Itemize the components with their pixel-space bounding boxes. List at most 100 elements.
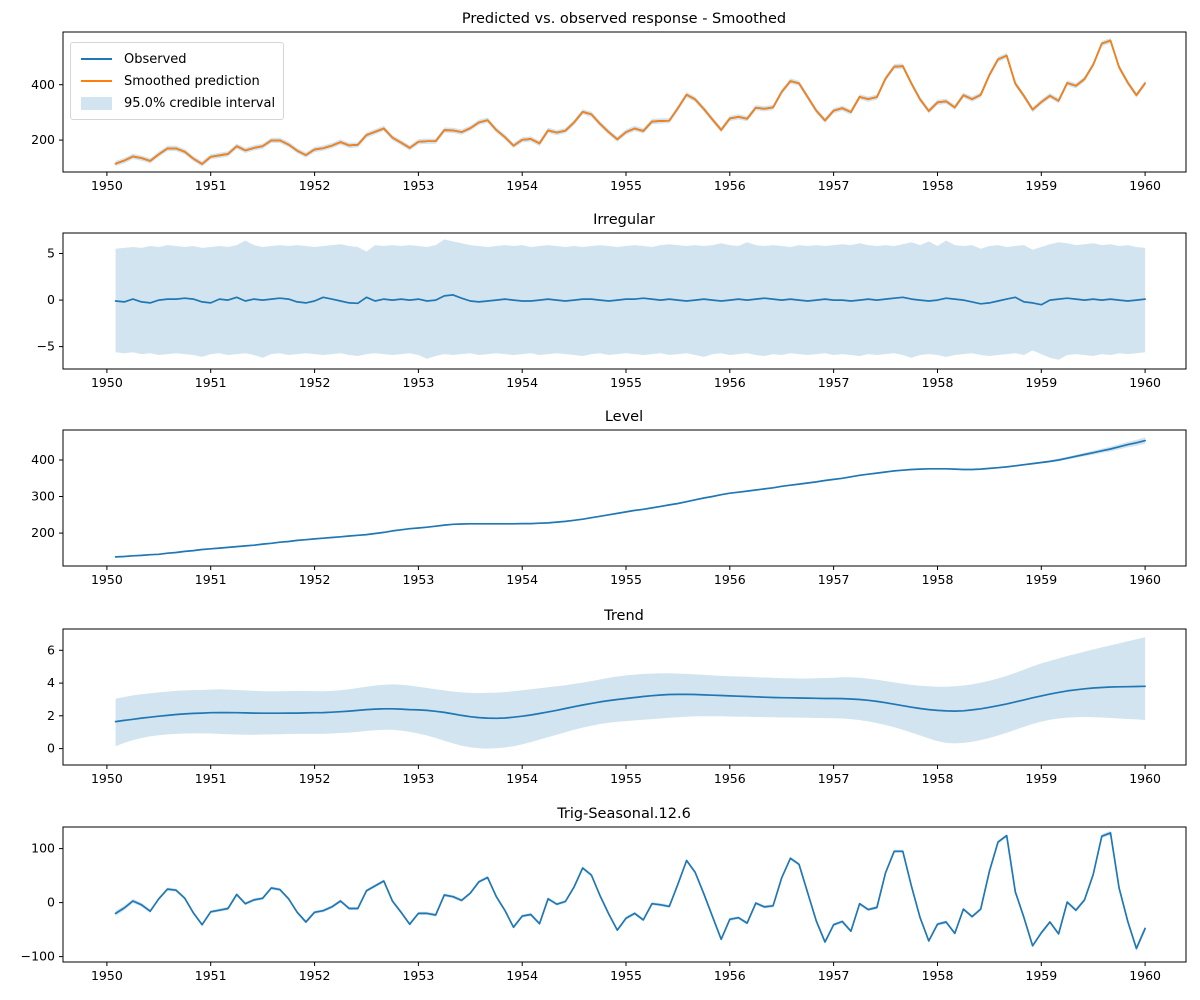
y-tick-label: 5 (47, 246, 55, 261)
axes-frame (62, 826, 1187, 963)
x-tick-label: 1955 (610, 771, 642, 786)
x-tick-label: 1953 (402, 178, 434, 193)
x-tick-label: 1952 (299, 771, 331, 786)
x-tick-label: 1959 (1025, 178, 1057, 193)
legend-item-observed: Observed (71, 48, 283, 70)
x-tick-label: 1960 (1129, 572, 1161, 587)
x-tick-label: 1952 (299, 375, 331, 390)
x-tick-label: 1955 (610, 968, 642, 983)
x-tick-label: 1956 (714, 968, 746, 983)
x-tick-label: 1956 (714, 375, 746, 390)
series-line (114, 294, 1146, 306)
panel-title-trend: Trend (603, 608, 644, 624)
x-tick-label: 1950 (91, 771, 123, 786)
x-tick-label: 1950 (91, 572, 123, 587)
x-tick-label: 1950 (91, 178, 123, 193)
y-tick-label: 2 (47, 708, 55, 723)
credible-interval-band (115, 437, 1146, 558)
smoothed-line-swatch (81, 79, 112, 83)
x-tick-label: 1958 (922, 771, 954, 786)
legend-item-smoothed: Smoothed prediction (71, 70, 283, 92)
x-tick-label: 1952 (299, 178, 331, 193)
x-tick-label: 1954 (506, 968, 538, 983)
x-tick-label: 1960 (1129, 375, 1161, 390)
x-tick-label: 1952 (299, 572, 331, 587)
credible-interval-band (115, 637, 1146, 749)
y-tick-label: 0 (47, 292, 55, 307)
x-tick-label: 1955 (610, 178, 642, 193)
x-tick-label: 1953 (402, 771, 434, 786)
x-tick-label: 1955 (610, 572, 642, 587)
credible-interval-patch-swatch (81, 96, 112, 110)
series-line (114, 832, 1146, 950)
x-tick-label: 1954 (506, 771, 538, 786)
panel-title-level: Level (605, 409, 643, 425)
x-tick-label: 1954 (506, 572, 538, 587)
x-tick-label: 1957 (818, 771, 850, 786)
x-tick-label: 1954 (506, 375, 538, 390)
y-tick-label: 0 (47, 895, 55, 910)
x-tick-label: 1957 (818, 572, 850, 587)
x-tick-label: 1955 (610, 375, 642, 390)
x-tick-label: 1954 (506, 178, 538, 193)
y-tick-label: 400 (31, 77, 55, 92)
y-tick-label: 100 (31, 841, 55, 856)
series-line (114, 39, 1146, 165)
legend-label-smoothed: Smoothed prediction (124, 73, 260, 89)
y-tick-label: −100 (21, 949, 55, 964)
y-tick-label: 6 (47, 642, 55, 657)
panel-predicted-vs-observed: 1950 1951 1952 1953 1954 1955 1956 1957 1958 1959… (31, 31, 1187, 193)
legend-label-credible-interval: 95.0% credible interval (124, 95, 276, 111)
panel-title-seasonal: Trig-Seasonal.12.6 (556, 806, 691, 822)
x-tick-label: 1956 (714, 771, 746, 786)
panel-title-predicted: Predicted vs. observed response - Smooth… (462, 11, 786, 27)
y-tick-label: 200 (31, 132, 55, 147)
x-tick-label: 1957 (818, 178, 850, 193)
x-tick-label: 1958 (922, 375, 954, 390)
x-tick-label: 1958 (922, 968, 954, 983)
axes-frame (62, 232, 1187, 370)
x-tick-label: 1960 (1129, 178, 1161, 193)
x-tick-label: 1951 (195, 572, 227, 587)
x-tick-label: 1956 (714, 178, 746, 193)
credible-interval-band (115, 38, 1146, 167)
x-tick-label: 1951 (195, 178, 227, 193)
x-tick-label: 1957 (818, 375, 850, 390)
series-line (114, 439, 1146, 558)
panel-irregular: 1950 1951 1952 1953 1954 1955 1956 1957 1958 1959… (37, 232, 1187, 390)
y-tick-label: 4 (47, 675, 55, 690)
x-tick-label: 1950 (91, 375, 123, 390)
legend-item-credible-interval: 95.0% credible interval (71, 92, 283, 114)
x-tick-label: 1951 (195, 771, 227, 786)
y-tick-label: 300 (31, 489, 55, 504)
x-tick-label: 1956 (714, 572, 746, 587)
legend: Observed Smoothed prediction 95.0% credi… (70, 42, 284, 120)
x-tick-label: 1951 (195, 968, 227, 983)
y-tick-label: 400 (31, 452, 55, 467)
axes-frame (62, 31, 1187, 173)
x-tick-label: 1957 (818, 968, 850, 983)
x-tick-label: 1958 (922, 178, 954, 193)
x-tick-label: 1953 (402, 375, 434, 390)
x-tick-label: 1953 (402, 968, 434, 983)
axes-frame (62, 628, 1187, 766)
x-tick-label: 1959 (1025, 771, 1057, 786)
panel-trend: 1950 1951 1952 1953 1954 1955 1956 1957 1958 1959… (47, 628, 1187, 786)
x-tick-label: 1958 (922, 572, 954, 587)
x-tick-label: 1959 (1025, 572, 1057, 587)
axes-frame (62, 429, 1187, 567)
x-tick-label: 1959 (1025, 375, 1057, 390)
y-tick-label: 0 (47, 741, 55, 756)
x-tick-label: 1951 (195, 375, 227, 390)
x-tick-label: 1960 (1129, 771, 1161, 786)
x-tick-label: 1960 (1129, 968, 1161, 983)
panel-level: 1950 1951 1952 1953 1954 1955 1956 1957 1958 1959… (31, 429, 1187, 587)
credible-interval-band (115, 830, 1146, 952)
series-line (114, 685, 1146, 723)
x-tick-label: 1959 (1025, 968, 1057, 983)
panel-trig-seasonal: 1950 1951 1952 1953 1954 1955 1956 1957 1958 1959… (21, 826, 1187, 983)
x-tick-label: 1953 (402, 572, 434, 587)
y-tick-label: 200 (31, 525, 55, 540)
